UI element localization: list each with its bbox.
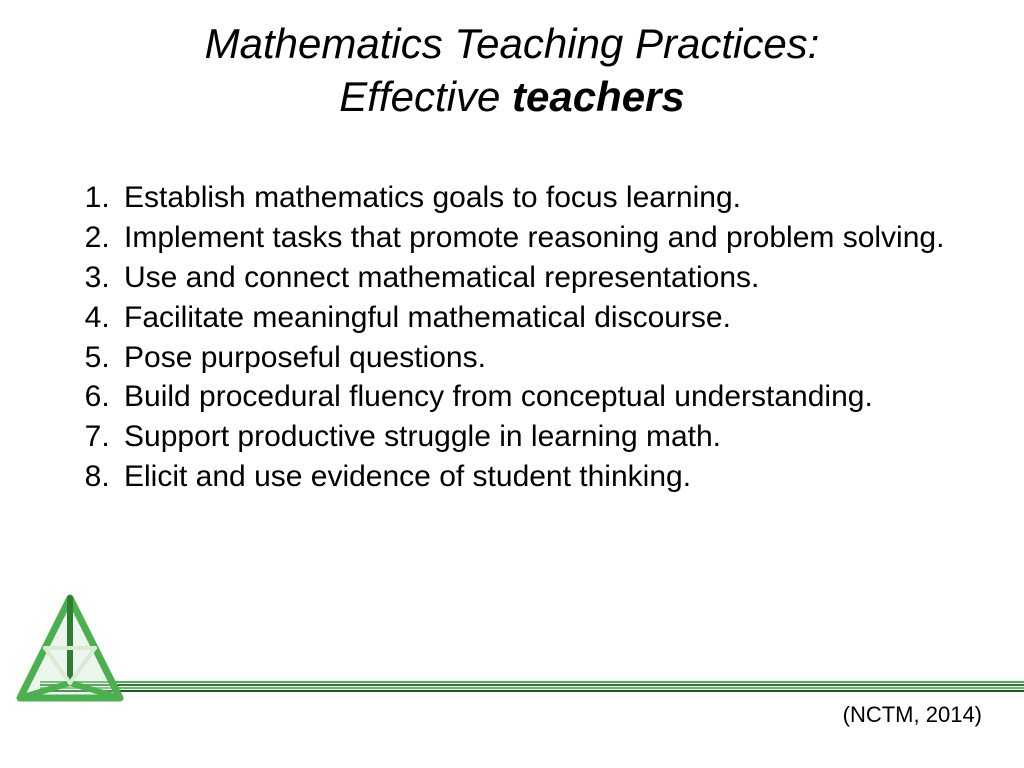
list-item: Establish mathematics goals to focus lea… xyxy=(118,178,984,218)
list-item: Facilitate meaningful mathematical disco… xyxy=(118,298,984,338)
list-item: Elicit and use evidence of student think… xyxy=(118,457,984,497)
practices-list-container: Establish mathematics goals to focus lea… xyxy=(60,178,984,497)
tetrahedron-icon xyxy=(0,588,140,728)
list-item: Support productive struggle in learning … xyxy=(118,417,984,457)
practices-list: Establish mathematics goals to focus lea… xyxy=(60,178,984,497)
title-line2-bold: teachers xyxy=(512,73,685,120)
list-item: Use and connect mathematical representat… xyxy=(118,258,984,298)
stripe xyxy=(40,684,1024,686)
slide: Mathematics Teaching Practices: Effectiv… xyxy=(0,0,1024,768)
stripe xyxy=(40,687,1024,689)
list-item: Pose purposeful questions. xyxy=(118,338,984,378)
slide-title: Mathematics Teaching Practices: Effectiv… xyxy=(0,0,1024,123)
stripe xyxy=(40,681,1024,683)
title-line1: Mathematics Teaching Practices: xyxy=(205,20,820,67)
citation: (NCTM, 2014) xyxy=(843,702,982,728)
decorative-lines xyxy=(40,680,1024,690)
stripe xyxy=(40,690,1024,692)
list-item: Build procedural fluency from conceptual… xyxy=(118,377,984,417)
list-item: Implement tasks that promote reasoning a… xyxy=(118,218,984,258)
title-line2-prefix: Effective xyxy=(339,73,512,120)
